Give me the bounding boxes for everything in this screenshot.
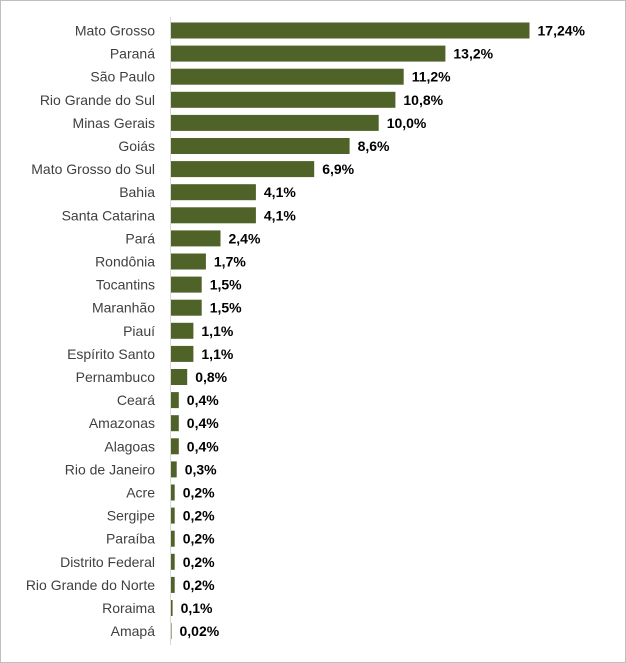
bar (170, 253, 206, 270)
category-label: Alagoas (104, 438, 155, 454)
data-label: 11,2% (412, 69, 451, 85)
category-label: Amazonas (89, 415, 155, 431)
data-label: 17,24% (538, 23, 586, 39)
bar (170, 114, 379, 131)
category-label: Santa Catarina (62, 207, 156, 223)
data-label: 0,1% (181, 600, 213, 616)
data-label: 1,1% (201, 323, 233, 339)
category-label: Pernambuco (76, 369, 156, 385)
category-label: Rondônia (95, 254, 155, 270)
data-label: 0,02% (180, 623, 220, 639)
bar (170, 68, 404, 85)
category-labels: Mato Grosso Paraná São Paulo Rio Grande do … (26, 23, 155, 640)
bar (170, 184, 256, 201)
data-labels: 17,24% 13,2%11,2% 10,8% 10,0% 8,6%6,9% 4,1% 4,… (180, 23, 586, 640)
bar (170, 322, 194, 339)
category-label: Paraíba (106, 531, 155, 547)
category-label: Espírito Santo (67, 346, 155, 362)
category-label: Roraima (102, 600, 155, 616)
data-label: 4,1% (264, 184, 296, 200)
category-label: Acre (126, 485, 155, 501)
data-label: 4,1% (264, 207, 296, 223)
data-label: 2,4% (229, 230, 261, 246)
data-label: 0,2% (183, 531, 215, 547)
bar (170, 45, 446, 62)
category-label: Paraná (110, 46, 155, 62)
category-label: Goiás (118, 138, 155, 154)
data-label: 0,2% (183, 508, 215, 524)
data-label: 13,2% (453, 46, 493, 62)
category-label: Rio de Janeiro (65, 461, 155, 477)
category-label: Piauí (123, 323, 155, 339)
category-label: São Paulo (90, 69, 155, 85)
bar (170, 161, 315, 178)
category-label: Mato Grosso do Sul (31, 161, 155, 177)
data-label: 6,9% (322, 161, 354, 177)
bar (170, 576, 175, 593)
category-label: Ceará (117, 392, 155, 408)
bar (170, 22, 530, 39)
bar (170, 369, 188, 385)
bar (170, 507, 175, 524)
data-label: 1,1% (201, 346, 233, 362)
category-label: Sergipe (107, 508, 155, 524)
data-label: 8,6% (358, 138, 390, 154)
category-label: Rio Grande do Sul (40, 92, 155, 108)
data-label: 0,2% (183, 577, 215, 593)
data-label: 10,0% (387, 115, 427, 131)
bar (170, 600, 173, 616)
bar (170, 138, 350, 154)
bars-group (170, 22, 530, 640)
bar (170, 207, 256, 224)
data-label: 0,4% (187, 415, 219, 431)
bar (170, 276, 202, 293)
data-label: 1,5% (210, 300, 242, 316)
bar (170, 392, 179, 409)
data-label: 0,4% (187, 392, 219, 408)
data-label: 0,2% (183, 554, 215, 570)
bar (170, 91, 396, 108)
category-label: Maranhão (92, 300, 155, 316)
data-label: 0,4% (187, 438, 219, 454)
data-label: 10,8% (403, 92, 443, 108)
category-label: Tocantins (96, 277, 155, 293)
data-label: 0,3% (185, 461, 217, 477)
category-label: Amapá (111, 623, 156, 639)
data-label: 1,7% (214, 254, 246, 270)
data-label: 1,5% (210, 277, 242, 293)
data-label: 0,8% (195, 369, 227, 385)
category-label: Rio Grande do Norte (26, 577, 155, 593)
bar (170, 299, 202, 316)
category-label: Mato Grosso (75, 23, 155, 39)
bar (170, 438, 179, 455)
category-label: Bahia (119, 184, 155, 200)
data-label: 0,2% (183, 485, 215, 501)
bar (170, 415, 179, 432)
bar (170, 461, 177, 478)
category-label: Pará (125, 230, 155, 246)
bar (170, 484, 175, 501)
bar (170, 230, 221, 247)
category-label: Distrito Federal (60, 554, 155, 570)
bar (170, 345, 194, 362)
bar (170, 553, 175, 570)
bar (170, 530, 175, 547)
category-label: Minas Gerais (73, 115, 155, 131)
